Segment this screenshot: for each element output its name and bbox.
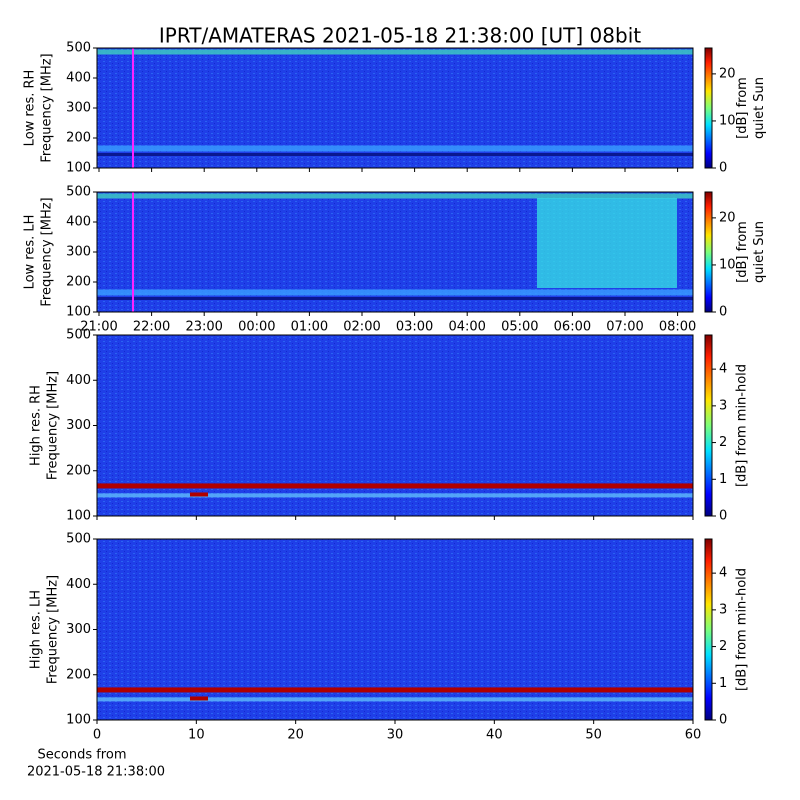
y-tick-label: 500 <box>66 328 91 343</box>
x-tick-label: 03:00 <box>396 320 433 335</box>
y-tick-label: 400 <box>66 577 91 592</box>
y-axis-label: Frequency [MHz] <box>46 575 61 684</box>
colorbar-tick-label: 0 <box>719 509 727 524</box>
colorbar-label: [dB] from <box>735 221 750 283</box>
x-tick-label: 01:00 <box>291 320 328 335</box>
y-tick-label: 200 <box>66 667 91 682</box>
band <box>190 696 208 701</box>
y-tick-label: 500 <box>66 185 91 200</box>
colorbar-tick-label: 1 <box>719 472 727 487</box>
y-tick-label: 300 <box>66 418 91 433</box>
y-tick-label: 100 <box>66 509 91 524</box>
y-tick-label: 400 <box>66 215 91 230</box>
y-axis-label: Frequency [MHz] <box>40 53 55 162</box>
y-axis-label: High res. LH <box>29 590 44 669</box>
y-tick-label: 100 <box>66 713 91 728</box>
x-tick-label: 02:00 <box>343 320 380 335</box>
y-tick-label: 500 <box>66 41 91 56</box>
colorbar-label: [dB] from min-hold <box>735 568 750 691</box>
x-tick-label: 21:00 <box>80 320 117 335</box>
x-tick-label: 22:00 <box>133 320 170 335</box>
region <box>537 198 677 288</box>
y-axis-label: High res. RH <box>29 385 44 466</box>
colorbar <box>704 191 713 313</box>
figure-title: IPRT/AMATERAS 2021-05-18 21:38:00 [UT] 0… <box>159 24 641 48</box>
x-tick-label: 07:00 <box>606 320 643 335</box>
band <box>97 493 693 498</box>
y-tick-label: 300 <box>66 245 91 260</box>
band <box>97 49 693 55</box>
colorbar-tick-label: 0 <box>719 305 727 320</box>
y-tick-label: 400 <box>66 373 91 388</box>
y-axis-label: Frequency [MHz] <box>46 371 61 480</box>
heatmap <box>97 539 693 720</box>
band <box>97 297 693 300</box>
band <box>97 193 693 199</box>
colorbar-tick-label: 4 <box>719 362 727 377</box>
colorbar-tick-label: 1 <box>719 676 727 691</box>
x-tick-label: 50 <box>585 728 602 743</box>
x-tick-label: 23:00 <box>185 320 222 335</box>
band <box>97 153 693 156</box>
colorbar <box>704 47 713 169</box>
colorbar-tick-label: 10 <box>719 113 736 128</box>
x-tick-label: 00:00 <box>238 320 275 335</box>
colorbar-tick-label: 2 <box>719 639 727 654</box>
colorbar-label: quiet Sun <box>752 77 767 139</box>
x-tick-label: 60 <box>685 728 702 743</box>
colorbar-tick-label: 3 <box>719 602 727 617</box>
band <box>97 289 693 296</box>
band <box>97 697 693 702</box>
y-tick-label: 200 <box>66 275 91 290</box>
colorbar <box>704 538 713 721</box>
band <box>190 492 208 497</box>
colorbar-tick-label: 20 <box>719 66 736 81</box>
x-tick-label: 04:00 <box>448 320 485 335</box>
x-tick-label: 08:00 <box>659 320 696 335</box>
colorbar-label: [dB] from <box>735 77 750 139</box>
x-tick-label: 05:00 <box>501 320 538 335</box>
band <box>97 145 693 152</box>
band <box>97 687 693 693</box>
x-tick-label: 06:00 <box>554 320 591 335</box>
y-axis-label: Low res. RH <box>23 70 38 147</box>
colorbar-tick-label: 0 <box>719 713 727 728</box>
y-axis-label: Frequency [MHz] <box>40 197 55 306</box>
y-tick-label: 100 <box>66 305 91 320</box>
colorbar-tick-label: 10 <box>719 257 736 272</box>
colorbar-label: quiet Sun <box>752 221 767 283</box>
colorbar <box>704 334 713 517</box>
y-tick-label: 300 <box>66 101 91 116</box>
colorbar-tick-label: 3 <box>719 398 727 413</box>
x-tick-label: 40 <box>486 728 503 743</box>
band <box>97 483 693 489</box>
x-tick-label: 10 <box>188 728 205 743</box>
y-axis-label: Low res. LH <box>23 215 38 290</box>
x-tick-label: 30 <box>387 728 404 743</box>
colorbar-tick-label: 2 <box>719 435 727 450</box>
heatmap <box>97 335 693 516</box>
y-tick-label: 300 <box>66 622 91 637</box>
y-tick-label: 200 <box>66 463 91 478</box>
colorbar-tick-label: 0 <box>719 161 727 176</box>
colorbar-label: [dB] from min-hold <box>735 364 750 487</box>
x-tick-label: 0 <box>93 728 101 743</box>
x-axis-label: Seconds from <box>37 748 126 763</box>
x-tick-label: 20 <box>287 728 304 743</box>
y-tick-label: 100 <box>66 161 91 176</box>
colorbar-tick-label: 4 <box>719 566 727 581</box>
y-tick-label: 400 <box>66 71 91 86</box>
colorbar-tick-label: 20 <box>719 210 736 225</box>
x-axis-label: 2021-05-18 21:38:00 <box>27 765 165 780</box>
y-tick-label: 500 <box>66 532 91 547</box>
y-tick-label: 200 <box>66 131 91 146</box>
